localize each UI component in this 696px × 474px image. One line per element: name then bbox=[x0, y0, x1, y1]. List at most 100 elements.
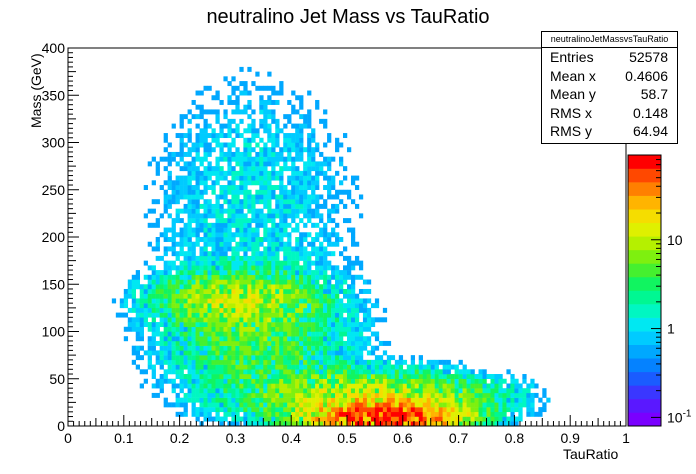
heatmap-cell bbox=[307, 161, 312, 167]
heatmap-cell bbox=[235, 364, 240, 370]
heatmap-cell bbox=[478, 369, 483, 375]
heatmap-cell bbox=[255, 246, 260, 252]
heatmap-cell bbox=[195, 265, 200, 271]
heatmap-cell bbox=[243, 350, 248, 356]
heatmap-cell bbox=[343, 392, 348, 398]
heatmap-cell bbox=[187, 128, 192, 134]
heatmap-cell bbox=[378, 374, 384, 379]
heatmap-cell bbox=[291, 303, 296, 309]
heatmap-cell bbox=[195, 326, 200, 332]
heatmap-cell bbox=[287, 303, 292, 309]
heatmap-cell bbox=[518, 416, 523, 422]
heatmap-cell bbox=[183, 161, 188, 167]
heatmap-cell bbox=[335, 345, 340, 351]
heatmap-cell bbox=[175, 369, 180, 375]
heatmap-cell bbox=[199, 407, 204, 413]
heatmap-cell bbox=[183, 303, 188, 309]
heatmap-cell bbox=[243, 175, 248, 181]
heatmap-cell bbox=[466, 369, 471, 375]
heatmap-cell bbox=[163, 156, 168, 162]
heatmap-cell bbox=[251, 378, 256, 384]
heatmap-cell bbox=[239, 416, 244, 422]
heatmap-cell bbox=[223, 288, 228, 294]
heatmap-cell bbox=[291, 175, 296, 181]
heatmap-cell bbox=[251, 322, 256, 328]
heatmap-cell bbox=[434, 421, 439, 427]
heatmap-cell bbox=[347, 265, 352, 271]
heatmap-cell bbox=[183, 279, 188, 285]
heatmap-cell bbox=[295, 175, 300, 181]
heatmap-cell bbox=[187, 218, 192, 224]
heatmap-cell bbox=[163, 355, 168, 361]
heatmap-cell bbox=[358, 350, 364, 356]
heatmap-cell bbox=[370, 407, 376, 413]
heatmap-cell bbox=[331, 194, 336, 200]
heatmap-cell bbox=[235, 421, 240, 427]
heatmap-cell bbox=[187, 312, 192, 318]
heatmap-cell bbox=[307, 369, 312, 375]
heatmap-cell bbox=[327, 350, 332, 356]
heatmap-cell bbox=[187, 388, 192, 394]
heatmap-cell bbox=[263, 189, 268, 195]
heatmap-cell bbox=[211, 137, 216, 143]
heatmap-cell bbox=[151, 298, 156, 304]
heatmap-cell bbox=[335, 147, 340, 153]
heatmap-cell bbox=[287, 364, 292, 370]
heatmap-cell bbox=[251, 355, 256, 361]
heatmap-cell bbox=[219, 175, 224, 181]
heatmap-cell bbox=[299, 288, 304, 294]
heatmap-cell bbox=[283, 416, 288, 422]
heatmap-cell bbox=[291, 421, 296, 427]
heatmap-cell bbox=[311, 307, 316, 313]
heatmap-cell bbox=[283, 326, 288, 332]
heatmap-cell bbox=[343, 378, 348, 384]
heatmap-cell bbox=[311, 322, 316, 328]
heatmap-cell bbox=[195, 416, 200, 422]
heatmap-cell bbox=[147, 340, 152, 346]
heatmap-cell bbox=[279, 421, 284, 427]
heatmap-cell bbox=[255, 199, 260, 205]
heatmap-cell bbox=[315, 213, 320, 219]
heatmap-cell bbox=[279, 378, 284, 384]
heatmap-cell bbox=[358, 322, 364, 328]
heatmap-cell bbox=[247, 166, 252, 172]
heatmap-cell bbox=[247, 90, 252, 96]
heatmap-cell bbox=[175, 411, 180, 417]
heatmap-cell bbox=[263, 298, 268, 304]
heatmap-cell bbox=[299, 99, 304, 105]
heatmap-cells bbox=[111, 66, 551, 427]
heatmap-cell bbox=[331, 336, 336, 342]
heatmap-cell bbox=[187, 359, 192, 365]
heatmap-cell bbox=[299, 114, 304, 120]
heatmap-cell bbox=[215, 199, 220, 205]
heatmap-cell bbox=[478, 416, 483, 422]
heatmap-cell bbox=[482, 374, 487, 379]
heatmap-cell bbox=[263, 293, 268, 299]
heatmap-cell bbox=[291, 322, 296, 328]
heatmap-cell bbox=[422, 374, 427, 379]
heatmap-cell bbox=[251, 147, 256, 153]
heatmap-cell bbox=[247, 331, 252, 337]
heatmap-cell bbox=[267, 378, 272, 384]
heatmap-cell bbox=[195, 199, 200, 205]
heatmap-cell bbox=[279, 232, 284, 238]
heatmap-cell bbox=[219, 317, 224, 323]
heatmap-cell bbox=[394, 392, 400, 398]
heatmap-cell bbox=[147, 274, 152, 280]
heatmap-cell bbox=[331, 374, 336, 379]
heatmap-cell bbox=[299, 95, 304, 101]
heatmap-cell bbox=[183, 251, 188, 257]
heatmap-cell bbox=[291, 355, 296, 361]
heatmap-cell bbox=[203, 322, 208, 328]
heatmap-cell bbox=[239, 336, 244, 342]
heatmap-cell bbox=[275, 303, 280, 309]
heatmap-cell bbox=[343, 293, 348, 299]
heatmap-cell bbox=[203, 345, 208, 351]
heatmap-cell bbox=[187, 137, 192, 143]
heatmap-cell bbox=[187, 293, 192, 299]
heatmap-cell bbox=[187, 208, 192, 214]
heatmap-cell bbox=[331, 407, 336, 413]
heatmap-cell bbox=[239, 397, 244, 403]
heatmap-cell bbox=[199, 392, 204, 398]
heatmap-cell bbox=[159, 340, 164, 346]
